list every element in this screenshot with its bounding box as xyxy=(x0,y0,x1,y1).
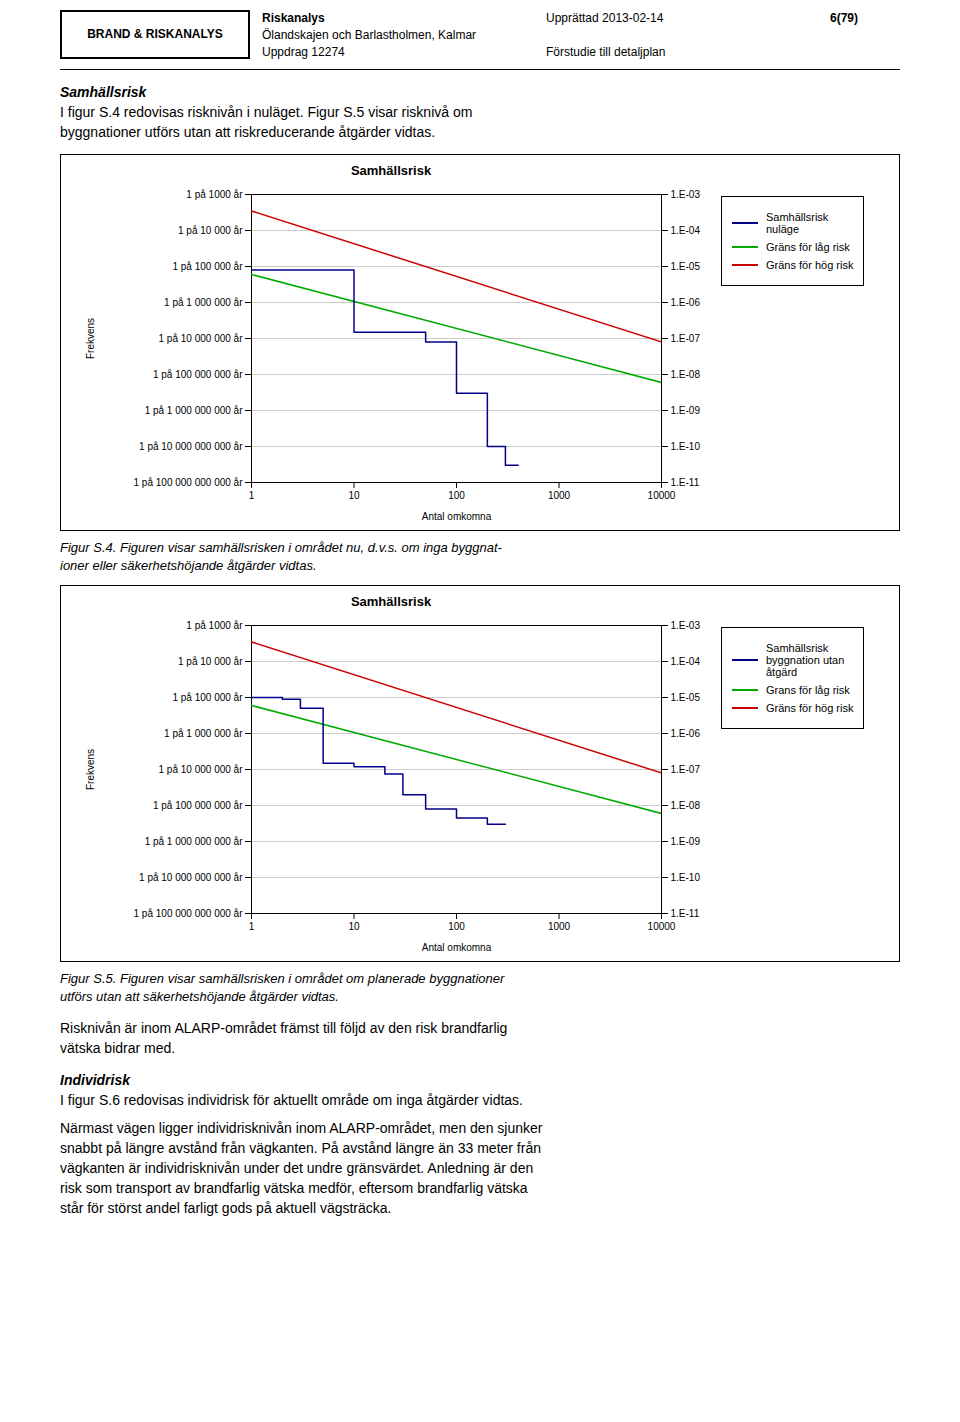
html-text:Risknivån är inom ALARP-område: Risknivån är inom ALARP-området främst t… xyxy=(60,1020,508,1036)
svg-text:1 på 10 000 år: 1 på 10 000 år xyxy=(178,656,243,667)
svg-text:1 på 10 000 000 år: 1 på 10 000 000 år xyxy=(159,333,244,344)
html-text:Gräns för hög risk: Gräns för hög risk xyxy=(766,702,854,714)
html-text:Förstudie till detaljplan: Förstudie till detaljplan xyxy=(546,45,666,59)
svg-text:1.E-08: 1.E-08 xyxy=(671,369,701,380)
html-text:byggnationer utförs utan att r: byggnationer utförs utan att riskreducer… xyxy=(60,124,436,140)
html-text:Samhällsrisk nuläge: Samhällsrisk nuläge xyxy=(766,211,829,235)
svg-text:1.E-09: 1.E-09 xyxy=(671,405,701,416)
svg-text:1.E-05: 1.E-05 xyxy=(671,692,701,703)
html-text:vätska bidrar med.: vätska bidrar med. xyxy=(60,1040,176,1056)
svg-text:1.E-09: 1.E-09 xyxy=(671,836,701,847)
svg-text:1.E-04: 1.E-04 xyxy=(671,656,701,667)
svg-text:1 på 10 000 000 000 år: 1 på 10 000 000 000 år xyxy=(139,872,243,883)
svg-text:1000: 1000 xyxy=(548,490,571,501)
html-text:Närmast vägen ligger individri: Närmast vägen ligger individrisknivån in… xyxy=(60,1120,543,1136)
svg-text:1 på 100 000 år: 1 på 100 000 år xyxy=(172,692,243,703)
svg-text:100: 100 xyxy=(448,921,465,932)
html-text:Upprättad 2013-02-14: Upprättad 2013-02-14 xyxy=(546,11,664,25)
svg-text:1 på 1000 år: 1 på 1000 år xyxy=(186,620,243,631)
html-text:Uppdrag 12274: Uppdrag 12274 xyxy=(262,45,345,59)
svg-text:1 på 1 000 000 000 år: 1 på 1 000 000 000 år xyxy=(145,405,244,416)
svg-text:1.E-03: 1.E-03 xyxy=(671,620,701,631)
svg-text:Frekvens: Frekvens xyxy=(85,749,96,790)
html-text:risk som transport av brandfar: risk som transport av brandfarlig vätska… xyxy=(60,1180,528,1196)
svg-text:1 på 100 000 000 000 år: 1 på 100 000 000 000 år xyxy=(134,908,244,919)
svg-text:1 på 100 000 år: 1 på 100 000 år xyxy=(172,261,243,272)
html-text:står för störst andel farligt: står för störst andel farligt gods på ak… xyxy=(60,1200,392,1216)
svg-text:1.E-11: 1.E-11 xyxy=(671,908,700,919)
svg-text:1 på 10 000 000 000 år: 1 på 10 000 000 000 år xyxy=(139,441,243,452)
html-text:Samhällsrisk: Samhällsrisk xyxy=(350,594,432,609)
html-text:Gräns för hög risk: Gräns för hög risk xyxy=(766,259,854,271)
html-text:I figur S.6 redovisas individr: I figur S.6 redovisas individrisk för ak… xyxy=(60,1092,523,1108)
html-text:Samhällsrisk: Samhällsrisk xyxy=(350,163,432,178)
svg-text:1 på 10 000 000 år: 1 på 10 000 000 år xyxy=(159,764,244,775)
svg-text:10: 10 xyxy=(348,921,360,932)
svg-text:1 på 100 000 000 år: 1 på 100 000 000 år xyxy=(153,369,243,380)
html-text:vägkanten är individrisknivån: vägkanten är individrisknivån under det … xyxy=(60,1160,534,1176)
svg-text:Antal omkomna: Antal omkomna xyxy=(422,511,492,522)
html-text:Individrisk: Individrisk xyxy=(60,1072,130,1088)
svg-text:1: 1 xyxy=(249,490,255,501)
svg-text:1.E-07: 1.E-07 xyxy=(671,764,701,775)
html-text:Riskanalys: Riskanalys xyxy=(262,11,325,25)
html-text:ioner eller säkerhetshöjande å: ioner eller säkerhetshöjande åtgärder vi… xyxy=(60,558,317,573)
svg-text:1000: 1000 xyxy=(548,921,571,932)
svg-text:1: 1 xyxy=(249,921,255,932)
svg-text:1.E-08: 1.E-08 xyxy=(671,800,701,811)
svg-text:10: 10 xyxy=(348,490,360,501)
svg-text:10000: 10000 xyxy=(648,490,676,501)
svg-text:1.E-04: 1.E-04 xyxy=(671,225,701,236)
html-text:I figur S.4 redovisas risknivå: I figur S.4 redovisas risknivån i nuläge… xyxy=(60,104,473,120)
svg-text:1 på 1000 år: 1 på 1000 år xyxy=(186,189,243,200)
html-text:BRAND & RISKANALYS: BRAND & RISKANALYS xyxy=(87,27,223,41)
svg-text:10000: 10000 xyxy=(648,921,676,932)
html-text:Figur S.5. Figuren visar samhä: Figur S.5. Figuren visar samhällsrisken … xyxy=(60,971,505,986)
svg-text:100: 100 xyxy=(448,490,465,501)
html-text:Ölandskajen och Barlastholmen,: Ölandskajen och Barlastholmen, Kalmar xyxy=(262,28,477,42)
html-text:Grans för låg risk: Grans för låg risk xyxy=(766,684,850,696)
svg-text:1.E-03: 1.E-03 xyxy=(671,189,701,200)
svg-text:1 på 1 000 000 000 år: 1 på 1 000 000 000 år xyxy=(145,836,244,847)
html-text:Samhällsrisk: Samhällsrisk xyxy=(60,84,147,100)
svg-text:1.E-06: 1.E-06 xyxy=(671,728,701,739)
svg-text:1.E-07: 1.E-07 xyxy=(671,333,701,344)
svg-text:1.E-11: 1.E-11 xyxy=(671,477,700,488)
html-text:snabbt på längre avstånd från: snabbt på längre avstånd från vägkanten.… xyxy=(60,1140,541,1156)
html-text:Gräns för låg risk: Gräns för låg risk xyxy=(766,241,850,253)
svg-text:1 på 100 000 000 år: 1 på 100 000 000 år xyxy=(153,800,243,811)
svg-text:Antal omkomna: Antal omkomna xyxy=(422,942,492,953)
html-text:Figur S.4. Figuren visar samhä: Figur S.4. Figuren visar samhällsrisken … xyxy=(60,540,502,555)
svg-text:Frekvens: Frekvens xyxy=(85,318,96,359)
svg-text:1 på 10 000 år: 1 på 10 000 år xyxy=(178,225,243,236)
html-text:Samhällsrisk byggnation utan å: Samhällsrisk byggnation utan åtgärd xyxy=(766,642,845,678)
svg-text:1 på 100 000 000 000 år: 1 på 100 000 000 000 år xyxy=(134,477,244,488)
html-text:6(79): 6(79) xyxy=(830,11,858,25)
svg-text:1 på 1 000 000 år: 1 på 1 000 000 år xyxy=(164,728,243,739)
svg-text:1 på 1 000 000 år: 1 på 1 000 000 år xyxy=(164,297,243,308)
svg-text:1.E-10: 1.E-10 xyxy=(671,441,701,452)
svg-text:1.E-05: 1.E-05 xyxy=(671,261,701,272)
svg-text:1.E-06: 1.E-06 xyxy=(671,297,701,308)
svg-text:1.E-10: 1.E-10 xyxy=(671,872,701,883)
html-text:utförs utan att säkerhetshöjan: utförs utan att säkerhetshöjande åtgärde… xyxy=(60,989,339,1004)
